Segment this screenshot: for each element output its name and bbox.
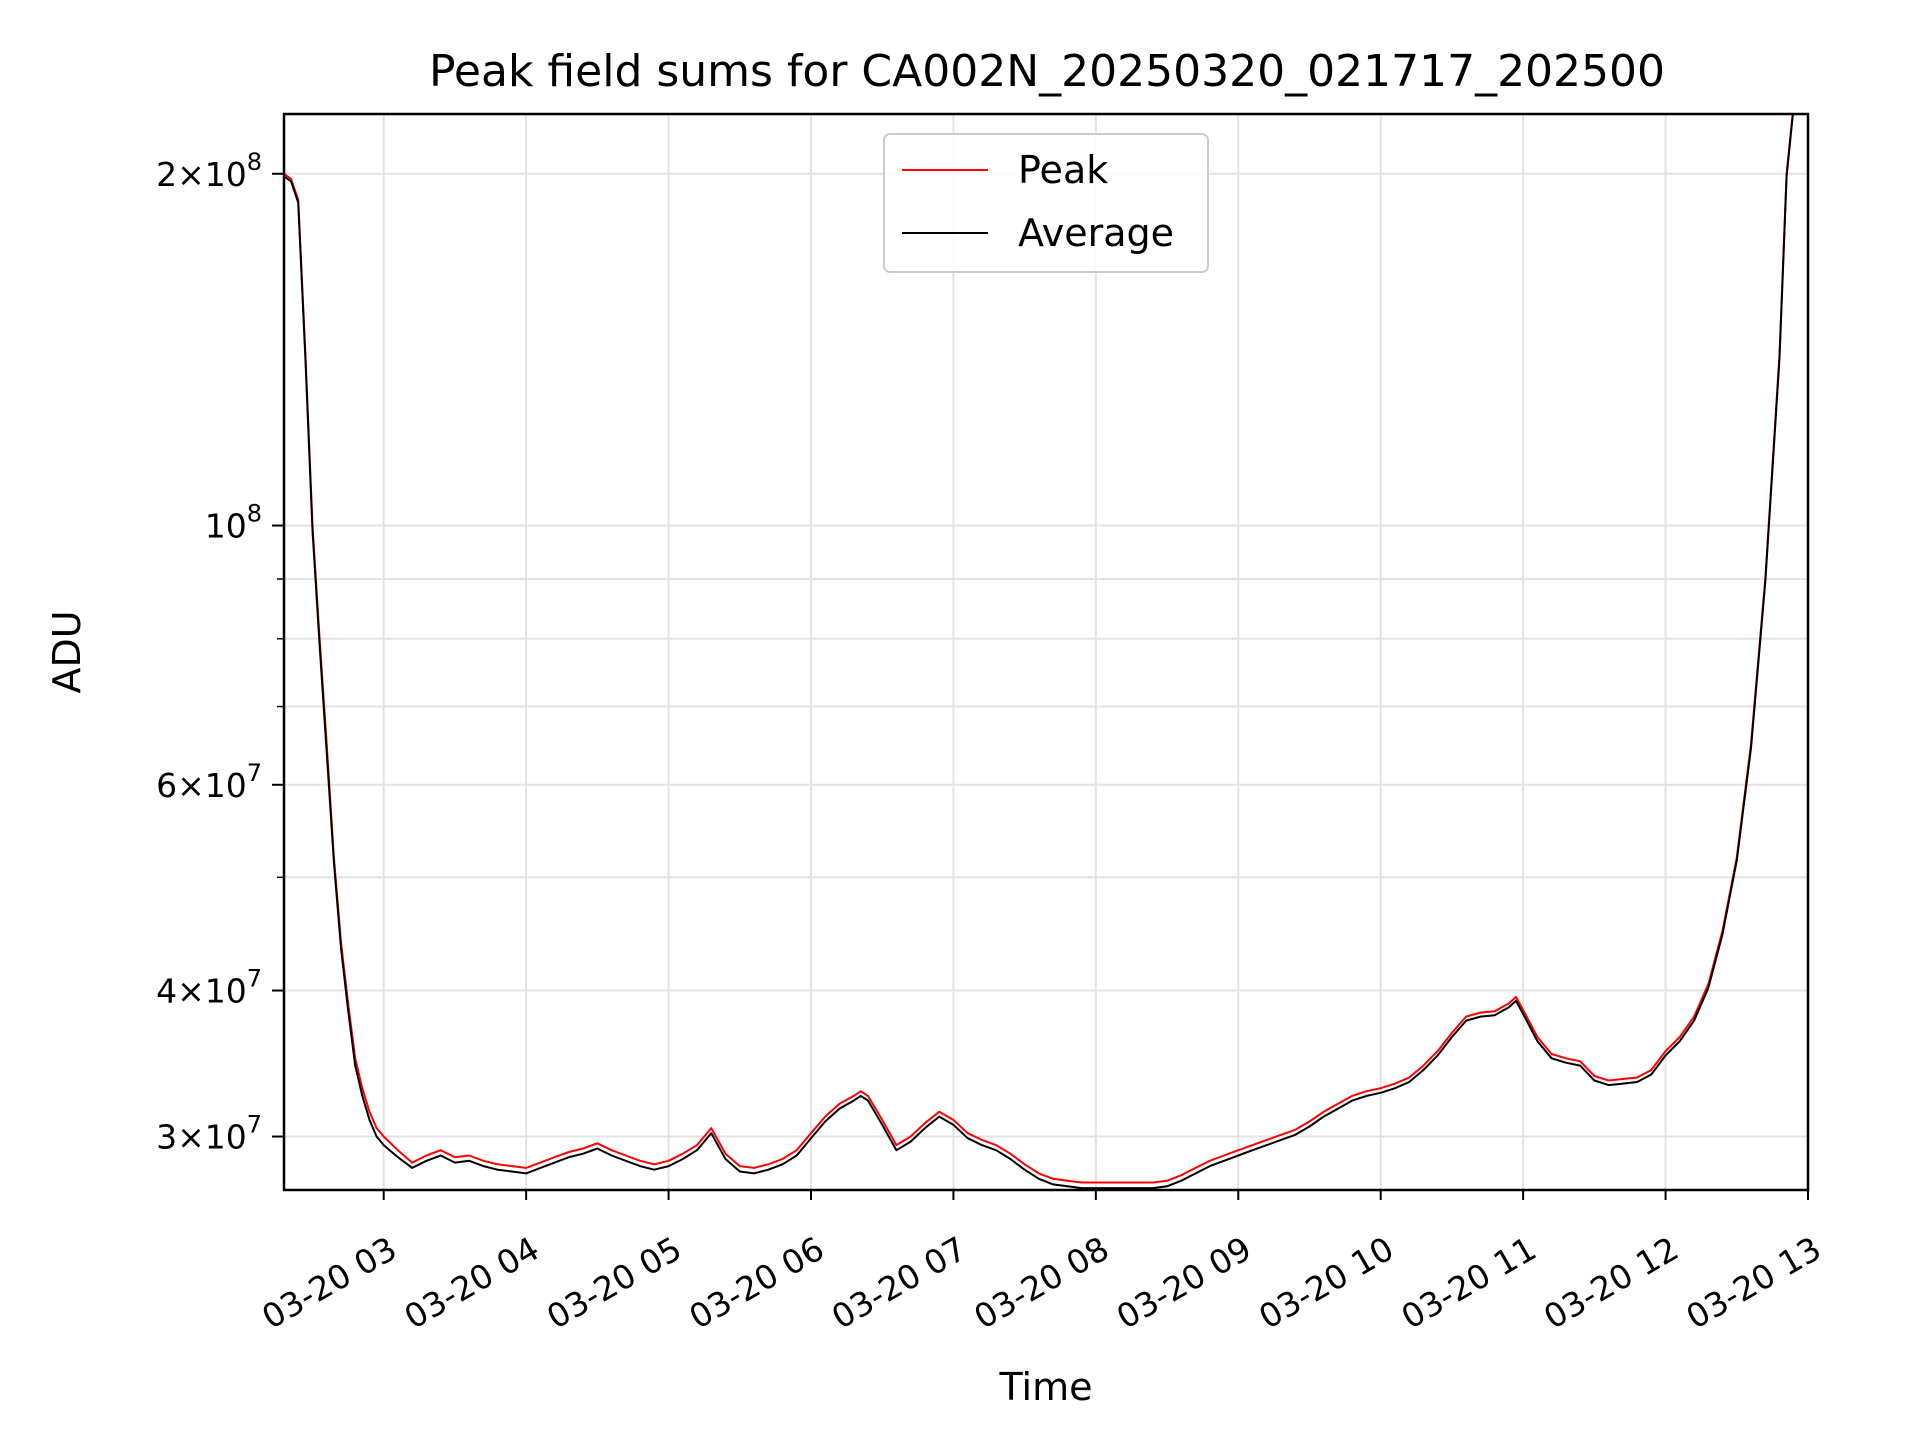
legend-label-average: Average: [1018, 211, 1174, 255]
y-axis-label: ADU: [45, 610, 89, 693]
y-tick-mantissa: 4: [156, 972, 177, 1011]
y-tick-base: 10: [205, 1118, 247, 1157]
y-tick-exponent: 7: [247, 965, 262, 993]
y-tick-label: 6×107: [156, 759, 262, 805]
y-tick-base: 10: [205, 507, 247, 546]
y-tick-exponent: 7: [247, 759, 262, 787]
y-tick-mantissa: 6: [156, 766, 177, 805]
y-gridlines: [284, 172, 1808, 1138]
series-line-peak: [284, 114, 1794, 1184]
legend-box: [883, 133, 1209, 273]
y-tick-label: 3×107: [156, 1111, 262, 1157]
y-tick-exponent: 8: [247, 148, 262, 176]
y-tick-times: ×: [177, 155, 205, 194]
series-line-average: [284, 114, 1794, 1190]
y-tick-label: 108: [205, 500, 262, 546]
y-tick-label: 4×107: [156, 965, 262, 1011]
y-tick-mantissa: 2: [156, 155, 177, 194]
x-axis-label: Time: [999, 1365, 1093, 1409]
y-tick-base: 10: [205, 972, 247, 1011]
y-tick-label: 2×108: [156, 148, 262, 194]
y-tick-exponent: 7: [247, 1111, 262, 1139]
y-tick-exponent: 8: [247, 500, 262, 528]
y-tick-times: ×: [177, 972, 205, 1011]
y-tick-times: ×: [177, 1118, 205, 1157]
chart-title: Peak field sums for CA002N_20250320_0217…: [429, 46, 1665, 97]
legend: Peak Average: [883, 133, 1209, 273]
y-tick-base: 10: [205, 766, 247, 805]
y-tick-base: 10: [205, 155, 247, 194]
y-tick-mantissa: 3: [156, 1118, 177, 1157]
y-tick-times: ×: [177, 766, 205, 805]
series-layer: [284, 114, 1794, 1190]
legend-label-peak: Peak: [1018, 148, 1108, 192]
plot-frame: [282, 112, 1810, 1192]
